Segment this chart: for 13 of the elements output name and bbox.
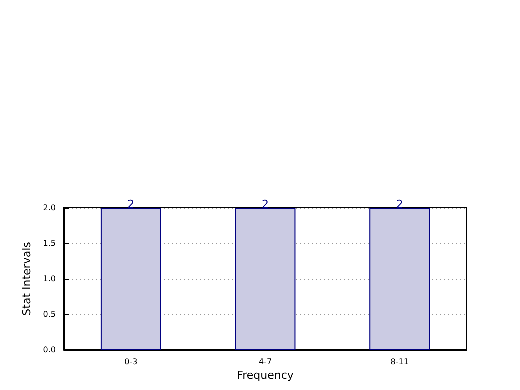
data-label: 2 (128, 198, 135, 211)
y-tick-label: 2.0 (43, 204, 56, 212)
y-tick-label: 1.5 (43, 239, 56, 248)
data-label: 2 (262, 198, 269, 211)
data-label: 2 (396, 198, 404, 211)
x-tick-label: 8-11 (390, 358, 409, 366)
y-tick-label: 0.5 (43, 310, 56, 319)
x-axis-title: Frequency (237, 369, 294, 382)
y-axis-title: Stat Intervals (20, 242, 34, 316)
y-tick-label: 1.0 (43, 274, 56, 284)
y-tick-label: 0.0 (43, 346, 56, 354)
x-tick-label: 0-3 (124, 358, 138, 366)
x-tick-label: 4-7 (258, 358, 272, 366)
